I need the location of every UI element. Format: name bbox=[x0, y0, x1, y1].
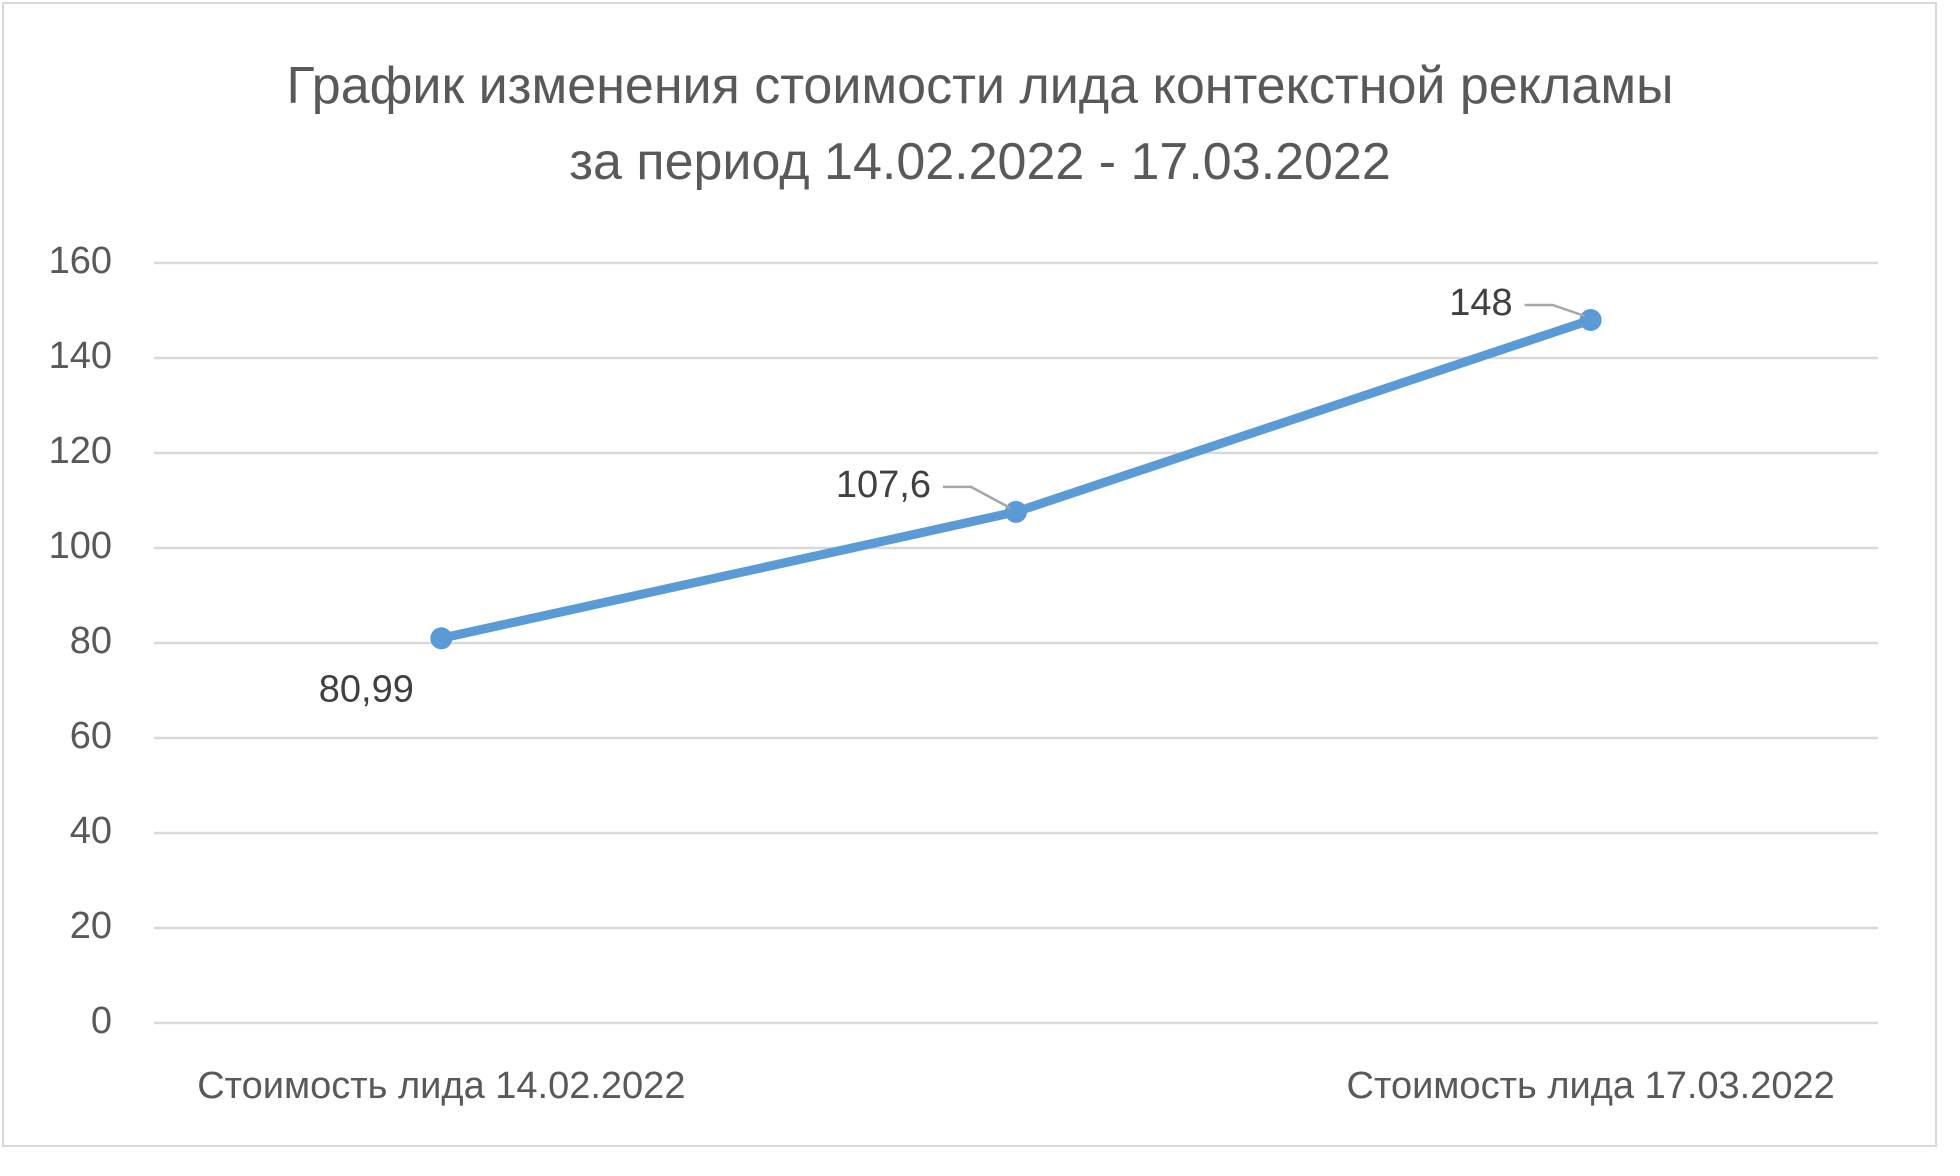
chart-title: График изменения стоимости лида контекст… bbox=[286, 57, 1674, 191]
data-label: 107,6 bbox=[836, 464, 931, 506]
y-tick-label: 120 bbox=[49, 430, 112, 472]
data-line bbox=[436, 315, 1596, 643]
y-tick-label: 80 bbox=[70, 620, 112, 662]
leader-line bbox=[1524, 303, 1586, 318]
y-tick-label: 140 bbox=[49, 335, 112, 377]
data-point bbox=[1005, 500, 1027, 523]
y-tick-label: 40 bbox=[70, 810, 112, 852]
y-tick-label: 100 bbox=[49, 525, 112, 567]
chart-border bbox=[2, 2, 1937, 1147]
data-point bbox=[1579, 309, 1602, 331]
data-point bbox=[430, 627, 453, 650]
y-tick-label: 0 bbox=[91, 1000, 112, 1042]
data-label: 148 bbox=[1449, 282, 1512, 324]
y-tick-label: 20 bbox=[70, 905, 112, 947]
x-tick-label: Стоимость лида 14.02.2022 bbox=[197, 1065, 685, 1107]
leader-line bbox=[943, 485, 1011, 510]
y-tick-label: 60 bbox=[70, 715, 112, 757]
y-tick-label: 160 bbox=[49, 240, 112, 282]
x-tick-label: Стоимость лида 17.03.2022 bbox=[1347, 1065, 1835, 1107]
data-label: 80,99 bbox=[319, 668, 414, 710]
